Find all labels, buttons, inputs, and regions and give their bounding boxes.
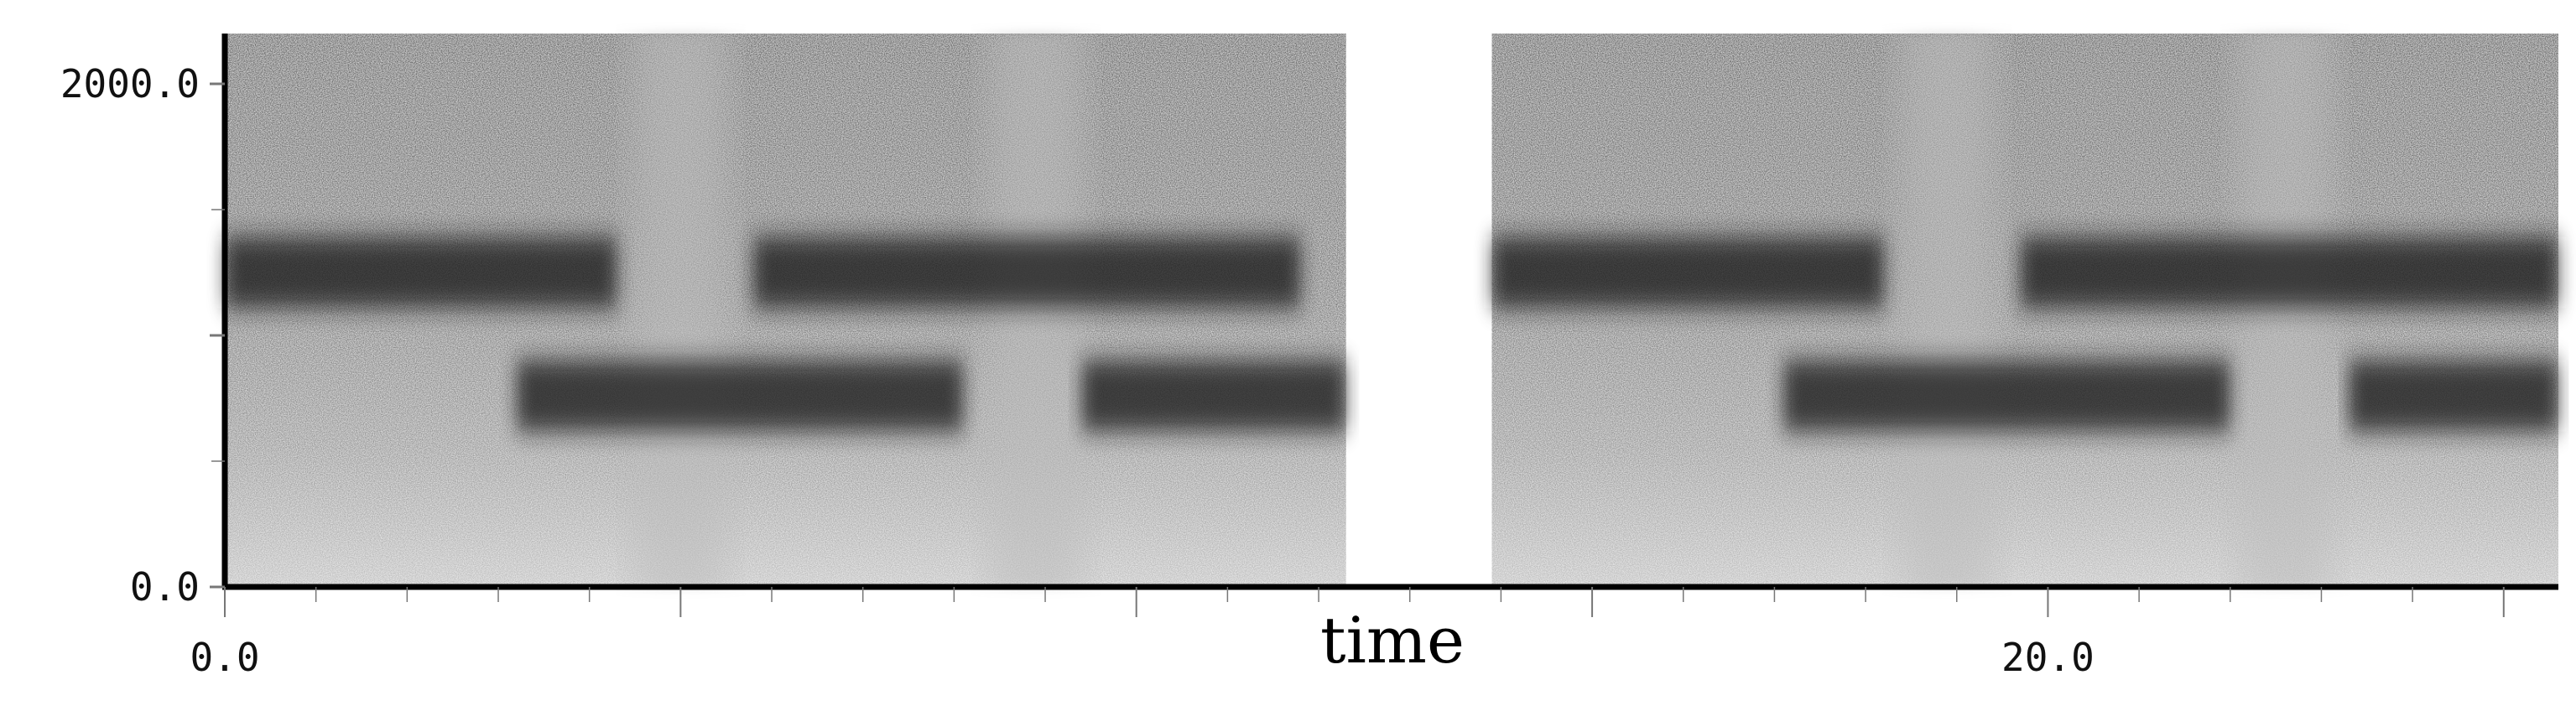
light-gap-1 xyxy=(990,34,1083,587)
light-gap-0 xyxy=(634,34,727,587)
formant-band-1 xyxy=(753,236,1301,309)
formant-band-7 xyxy=(2349,360,2558,432)
y-tick-label-2000: 2000.0 xyxy=(60,61,200,106)
x-ticks xyxy=(224,587,2505,617)
segment-0 xyxy=(225,34,1346,587)
axes xyxy=(210,34,2558,617)
x-tick-label-20: 20.0 xyxy=(2001,635,2095,680)
formant-band-0 xyxy=(225,236,617,309)
y-tick-label-0: 0.0 xyxy=(130,564,200,610)
light-gap-2 xyxy=(1901,34,1994,587)
light-gap-3 xyxy=(2238,34,2331,587)
formant-bands-layer xyxy=(225,236,2558,432)
segment-1 xyxy=(1491,34,2558,587)
light-gaps-layer xyxy=(634,34,2331,587)
formant-band-4 xyxy=(1491,236,1884,309)
x-tick-label-0: 0.0 xyxy=(190,635,259,680)
x-axis-title: time xyxy=(1320,603,1465,677)
segments-layer xyxy=(225,34,2558,587)
y-ticks xyxy=(210,82,225,589)
formant-band-3 xyxy=(1081,360,1346,432)
formant-band-6 xyxy=(1783,360,2230,432)
formant-band-5 xyxy=(2020,236,2558,309)
spectrogram-area xyxy=(225,34,2558,587)
formant-band-2 xyxy=(516,360,964,432)
